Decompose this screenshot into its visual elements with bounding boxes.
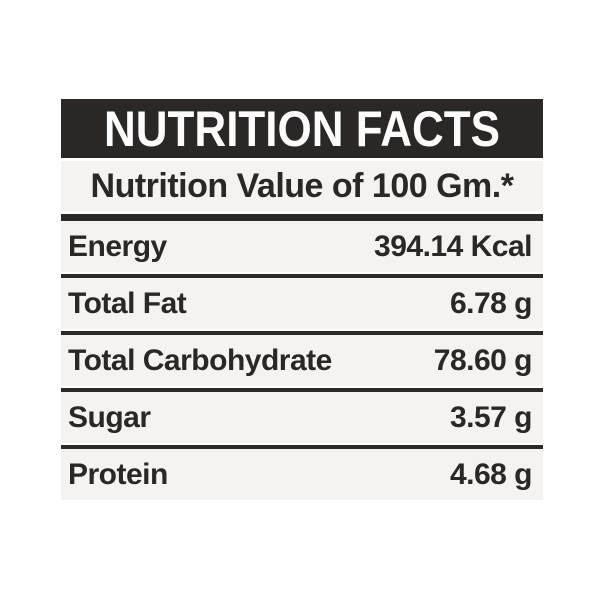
row-label: Total Fat [68,286,187,320]
row-label: Energy [68,229,167,263]
row-divider [61,445,543,449]
header-bar: NUTRITION FACTS [61,99,543,158]
row-label: Total Carbohydrate [68,343,332,377]
subtitle-band: Nutrition Value of 100 Gm.* [61,161,543,211]
row-value: 394.14 Kcal [374,229,532,263]
row-value: 4.68 g [449,457,533,491]
divider-gap [61,443,543,445]
row-divider [61,331,543,335]
divider-gap [61,329,543,331]
table-row: Protein 4.68 g [61,449,543,500]
divider-gap [61,211,543,214]
row-label: Protein [68,457,168,491]
divider-gap [61,386,543,388]
divider-gap [61,272,543,274]
table-row: Total Carbohydrate 78.60 g [61,335,543,386]
row-label: Sugar [68,400,151,434]
row-divider [61,274,543,278]
table-row: Total Fat 6.78 g [61,278,543,329]
row-divider [61,388,543,392]
row-value: 6.78 g [449,286,533,320]
row-value: 78.60 g [433,343,533,377]
table-row: Energy 394.14 Kcal [61,221,543,272]
header-title: NUTRITION FACTS [103,100,500,157]
divider-gap [61,158,543,161]
nutrition-table: Energy 394.14 Kcal Total Fat 6.78 g Tota… [61,221,543,500]
subtitle-text: Nutrition Value of 100 Gm.* [90,166,514,205]
row-value: 3.57 g [449,400,533,434]
nutrition-label: NUTRITION FACTS Nutrition Value of 100 G… [61,99,543,500]
table-row: Sugar 3.57 g [61,392,543,443]
thick-divider [61,214,543,221]
